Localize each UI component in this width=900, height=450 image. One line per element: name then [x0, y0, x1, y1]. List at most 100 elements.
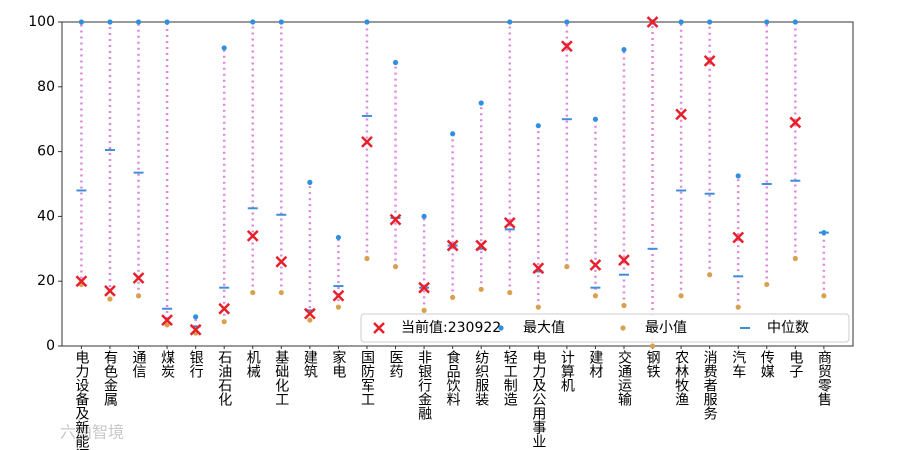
marker-dot: [735, 173, 741, 179]
x-tick-label: 商贸零售: [816, 350, 832, 406]
marker-dot: [592, 116, 599, 122]
marker-dot: [421, 213, 427, 219]
marker-dot: [450, 131, 456, 137]
marker-x: [475, 239, 488, 252]
x-tick-label: 基础化工: [273, 349, 289, 406]
marker-x: [246, 229, 259, 242]
marker-dot: [564, 19, 570, 25]
watermark: 六曲智境: [60, 423, 124, 442]
y-tick-label: 20: [37, 273, 55, 289]
marker-x: [361, 135, 373, 148]
marker-dot: [450, 294, 456, 300]
marker-dot: [507, 19, 513, 25]
marker-x: [332, 289, 345, 302]
marker-x: [675, 108, 687, 121]
marker-dot: [592, 293, 599, 299]
y-tick-label: 100: [28, 14, 55, 30]
marker-x: [389, 213, 402, 226]
x-tick-label: 国防军工: [359, 350, 375, 406]
marker-x: [418, 281, 430, 294]
marker-dot: [335, 304, 342, 310]
x-tick-label: 建筑: [302, 350, 318, 379]
legend-item: 最大值: [498, 320, 565, 336]
legend-label: 中位数: [767, 320, 809, 336]
x-tick-label: 医药: [388, 350, 404, 378]
marker-dot: [135, 293, 142, 299]
marker-dot: [250, 289, 256, 296]
x-tick-label: 煤炭: [159, 350, 175, 378]
marker-dot: [535, 123, 541, 129]
marker-x: [703, 54, 716, 67]
marker-x: [532, 262, 545, 275]
marker-dot: [135, 19, 142, 25]
x-tick-label: 汽车: [730, 350, 746, 378]
marker-dot: [821, 293, 827, 299]
marker-x: [75, 275, 88, 288]
legend-marker: [498, 325, 504, 331]
x-tick-label: 钢铁: [645, 350, 661, 378]
marker-dot: [392, 264, 399, 270]
x-tick-label: 非银行金融: [416, 350, 432, 420]
marker-dot: [735, 304, 741, 310]
marker-dot: [707, 272, 713, 278]
marker-dot: [250, 19, 256, 25]
marker-dot: [621, 46, 627, 53]
marker-dot: [678, 19, 684, 25]
marker-dot: [821, 230, 827, 236]
x-tick-label: 机械: [245, 350, 261, 378]
marker-dot: [364, 19, 370, 25]
marker-dot: [364, 255, 370, 262]
x-tick-label: 石油石化: [216, 350, 232, 407]
marker-x: [732, 231, 745, 244]
marker-x: [218, 302, 231, 315]
x-tick-label: 轻工制造: [502, 350, 518, 407]
marker-dot: [164, 322, 170, 328]
marker-dot: [78, 19, 85, 25]
marker-x: [132, 272, 145, 284]
marker-dot: [535, 304, 541, 310]
x-tick-label: 建材: [587, 350, 603, 378]
marker-x: [789, 116, 802, 129]
x-tick-label: 传媒: [759, 350, 775, 378]
y-tick-label: 80: [37, 79, 55, 95]
marker-dot: [649, 343, 656, 349]
marker-dot: [764, 19, 770, 25]
marker-dot: [193, 314, 199, 320]
x-tick-label: 食品饮料: [445, 349, 461, 406]
marker-dot: [335, 234, 342, 241]
marker-dot: [564, 264, 570, 270]
marker-dot: [792, 255, 798, 262]
marker-dot: [221, 45, 227, 51]
legend-label: 最大值: [523, 320, 565, 336]
marker-x: [161, 314, 173, 326]
marker-dot: [507, 289, 513, 296]
x-tick-label: 电力设备及新能源: [73, 350, 89, 450]
marker-x: [503, 216, 516, 229]
marker-dot: [621, 302, 627, 309]
marker-dot: [278, 19, 284, 25]
x-tick-label: 电力及公用事业: [530, 350, 546, 448]
y-tick-label: 40: [37, 208, 55, 224]
marker-dot: [107, 296, 113, 302]
marker-dot: [478, 100, 484, 106]
x-tick-label: 银行: [188, 350, 204, 379]
marker-dot: [307, 179, 313, 185]
marker-dot: [164, 19, 170, 25]
marker-x: [446, 239, 459, 252]
legend-item: 中位数: [740, 320, 809, 336]
marker-dot: [792, 19, 798, 25]
marker-x: [189, 323, 202, 336]
legend-marker: [620, 325, 626, 331]
marker-x: [104, 285, 116, 297]
marker-x: [560, 40, 573, 53]
y-tick-label: 60: [37, 144, 55, 160]
marker-dot: [678, 293, 684, 299]
marker-dot: [307, 317, 313, 323]
legend-marker: [373, 322, 385, 334]
marker-dot: [707, 19, 713, 25]
plot-frame: [61, 21, 854, 347]
marker-dot: [478, 286, 484, 292]
x-tick-label: 计算机: [559, 350, 575, 393]
x-tick-label: 通信: [131, 350, 147, 378]
